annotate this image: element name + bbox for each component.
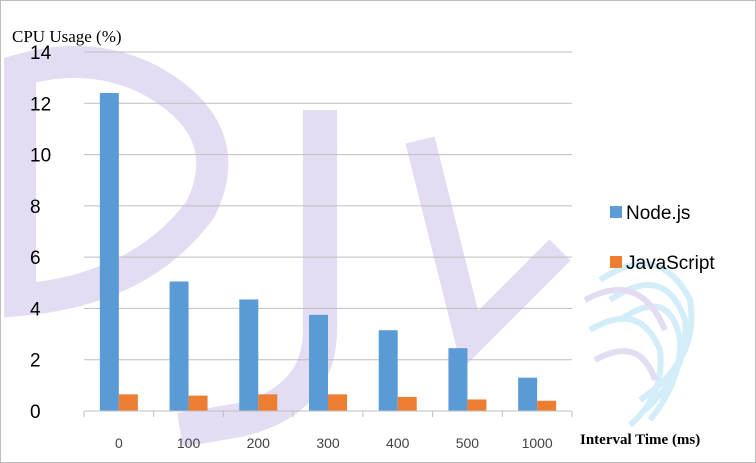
legend-label: Node.js (626, 203, 690, 224)
legend-swatch (610, 206, 622, 218)
x-tick-label: 1000 (522, 435, 553, 451)
x-tick-label: 100 (177, 435, 201, 451)
y-axis-ticks: 0 2 4 6 8 10 12 14 (30, 43, 52, 423)
x-tick-label: 400 (386, 435, 410, 451)
bar-javascript-400 (397, 396, 417, 411)
y-tick-label: 8 (30, 197, 41, 218)
bar-javascript-1000 (537, 400, 557, 411)
legend: Node.js JavaScript (610, 203, 715, 274)
y-tick-label: 14 (30, 43, 52, 64)
x-tick-label: 300 (316, 435, 340, 451)
x-axis-ticks: 0 100 200 300 400 500 1000 (83, 411, 573, 451)
y-tick-label: 6 (30, 248, 41, 269)
x-tick-label: 0 (115, 435, 123, 451)
y-tick-label: 0 (30, 402, 41, 423)
bar-javascript-500 (467, 399, 487, 411)
bar-javascript-200 (258, 394, 278, 411)
watermark-logo (4, 46, 695, 447)
x-tick-label: 500 (456, 435, 480, 451)
legend-label: JavaScript (626, 253, 715, 274)
y-tick-label: 2 (30, 351, 41, 372)
y-tick-label: 12 (30, 94, 51, 115)
bar-node-js-300 (309, 314, 328, 411)
bar-javascript-100 (188, 395, 208, 411)
bars (99, 93, 557, 412)
y-tick-label: 10 (30, 146, 51, 167)
x-axis-label: Interval Time (ms) (580, 432, 700, 448)
y-tick-label: 4 (30, 299, 41, 320)
bar-node-js-0 (99, 93, 119, 412)
legend-swatch (610, 256, 622, 268)
bar-javascript-300 (328, 394, 347, 411)
gridlines (84, 51, 572, 361)
bar-node-js-200 (239, 299, 259, 411)
y-axis-label: CPU Usage (%) (12, 27, 122, 46)
bar-node-js-100 (169, 281, 189, 411)
bar-node-js-500 (448, 348, 468, 411)
x-tick-label: 200 (247, 435, 271, 451)
bar-node-js-1000 (518, 377, 538, 411)
bar-javascript-0 (118, 394, 138, 411)
bar-node-js-400 (378, 330, 398, 411)
